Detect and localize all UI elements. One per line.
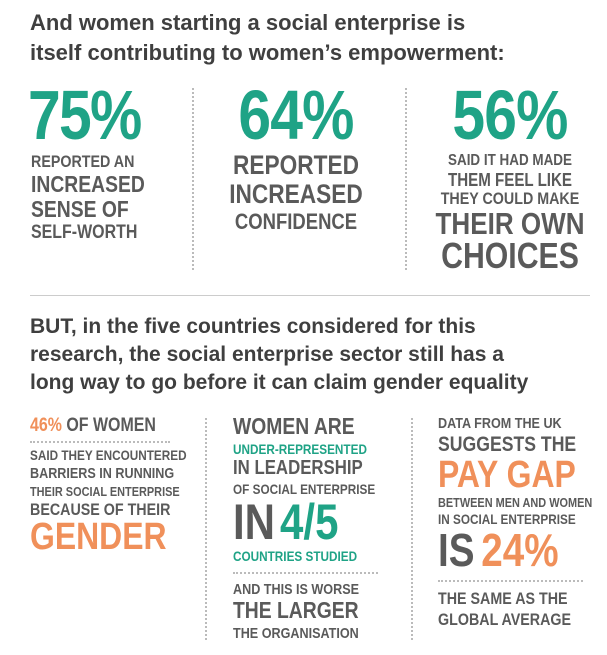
stat-text: REPORTED bbox=[232, 150, 360, 180]
fact-text: WOMEN ARE bbox=[233, 413, 355, 439]
stat-text: INCREASED bbox=[229, 179, 363, 209]
prefix: IN bbox=[233, 494, 275, 550]
emphasis: GENDER bbox=[30, 516, 167, 558]
heading: long way to go before it can claim gende… bbox=[30, 371, 529, 394]
stat-text: SELF-WORTH bbox=[31, 222, 138, 243]
heading: research, the social enterprise sector s… bbox=[30, 343, 504, 366]
fact-line: IN 4/5 bbox=[233, 497, 338, 547]
fact-text: OF SOCIAL ENTERPRISE bbox=[233, 481, 376, 497]
fact-text: COUNTRIES STUDIED bbox=[233, 548, 358, 564]
prefix: IS bbox=[438, 524, 475, 576]
stat-figure: 75% bbox=[28, 76, 142, 154]
fact-text: GLOBAL AVERAGE bbox=[438, 610, 572, 629]
stat-figure: 56% bbox=[452, 76, 568, 154]
fact-text: OF WOMEN bbox=[66, 415, 156, 436]
stat-text: INCREASED bbox=[31, 171, 145, 197]
fact-text: IN SOCIAL ENTERPRISE bbox=[438, 511, 576, 527]
stat-text: THEM FEEL LIKE bbox=[447, 170, 573, 190]
divider bbox=[192, 88, 194, 270]
divider bbox=[205, 418, 207, 640]
stat-text: SAID IT HAD MADE bbox=[448, 152, 572, 169]
separator bbox=[438, 580, 583, 582]
rule bbox=[30, 295, 590, 296]
fact-text: THE SAME AS THE bbox=[438, 589, 568, 608]
highlight: 46% bbox=[30, 415, 62, 436]
stat-text: REPORTED AN bbox=[31, 152, 135, 171]
heading: BUT, in the five countries considered fo… bbox=[30, 315, 476, 338]
stat-text: SENSE OF bbox=[31, 196, 129, 222]
separator bbox=[30, 441, 170, 443]
emphasis: PAY GAP bbox=[438, 454, 576, 496]
fact-text: DATA FROM THE UK bbox=[438, 415, 562, 432]
divider bbox=[405, 88, 407, 270]
fact-text: SAID THEY ENCOUNTERED bbox=[30, 447, 187, 463]
fact-text: BETWEEN MEN AND WOMEN bbox=[438, 495, 593, 510]
separator bbox=[233, 572, 378, 574]
highlight: 4/5 bbox=[280, 494, 339, 550]
stat-text: CONFIDENCE bbox=[234, 209, 358, 234]
stat-text: CHOICES bbox=[441, 235, 579, 276]
fact-text: AND THIS IS WORSE bbox=[233, 581, 360, 598]
fact-text: THE LARGER bbox=[233, 597, 359, 623]
heading: itself contributing to women’s empowerme… bbox=[30, 40, 505, 65]
fact-text: UNDER-REPRESENTED bbox=[233, 441, 367, 457]
stat-figure: 64% bbox=[238, 76, 354, 154]
fact-text: BECAUSE OF THEIR bbox=[30, 500, 171, 519]
fact-line: IS 24% bbox=[438, 527, 559, 573]
highlight: 24% bbox=[481, 524, 559, 576]
stat-text: THEIR OWN bbox=[435, 206, 585, 241]
fact-text: BARRIERS IN RUNNING bbox=[30, 465, 175, 482]
fact-line: 46% OF WOMEN bbox=[30, 416, 156, 435]
fact-text: THE ORGANISATION bbox=[233, 625, 359, 642]
fact-text: THEIR SOCIAL ENTERPRISE bbox=[30, 484, 180, 499]
fact-text: SUGGESTS THE bbox=[438, 433, 577, 456]
stat-text: THEY COULD MAKE bbox=[440, 189, 580, 208]
heading: And women starting a social enterprise i… bbox=[30, 10, 466, 35]
divider bbox=[411, 418, 413, 640]
fact-text: IN LEADERSHIP bbox=[233, 457, 363, 479]
